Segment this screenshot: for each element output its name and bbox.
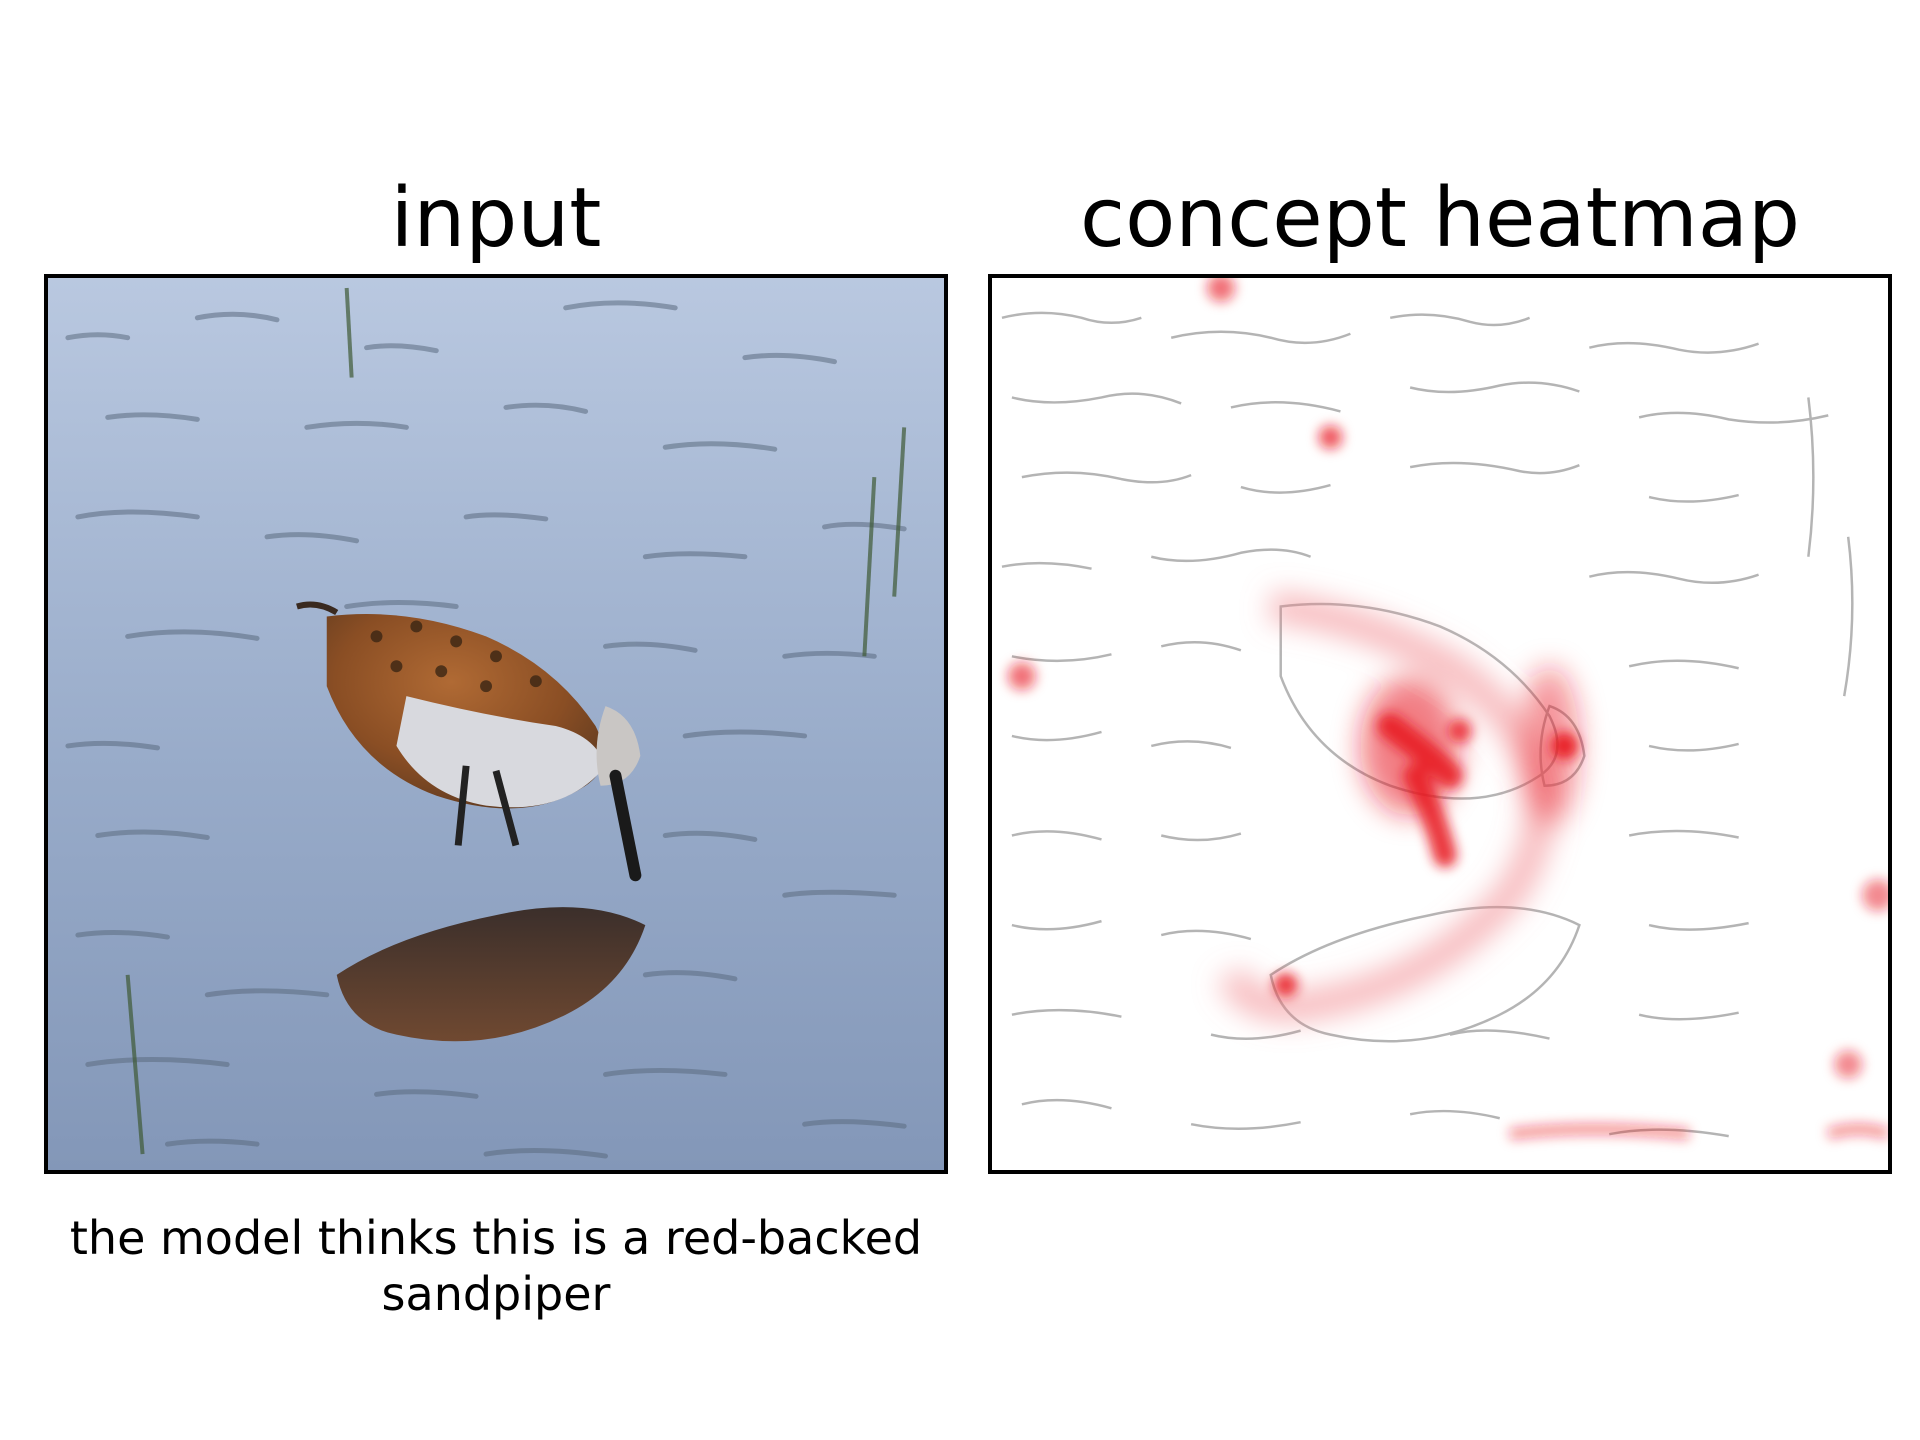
caption-line-2: sandpiper xyxy=(381,1267,611,1321)
water-ripples xyxy=(65,300,907,1159)
grass-stalks xyxy=(125,287,907,1155)
heatmap-image-frame xyxy=(988,274,1892,1174)
caption-line-1: the model thinks this is a red-backed xyxy=(69,1211,923,1265)
bird-reflection xyxy=(336,907,646,1042)
prediction-caption: the model thinks this is a red-backed sa… xyxy=(0,1210,992,1322)
bird xyxy=(296,601,642,882)
input-image xyxy=(48,278,944,1170)
heatmap-panel-title: concept heatmap xyxy=(1079,171,1801,266)
input-panel-title: input xyxy=(390,171,602,266)
heatmap-image xyxy=(992,278,1888,1170)
input-image-frame xyxy=(44,274,948,1174)
heat-core xyxy=(1007,278,1888,1141)
